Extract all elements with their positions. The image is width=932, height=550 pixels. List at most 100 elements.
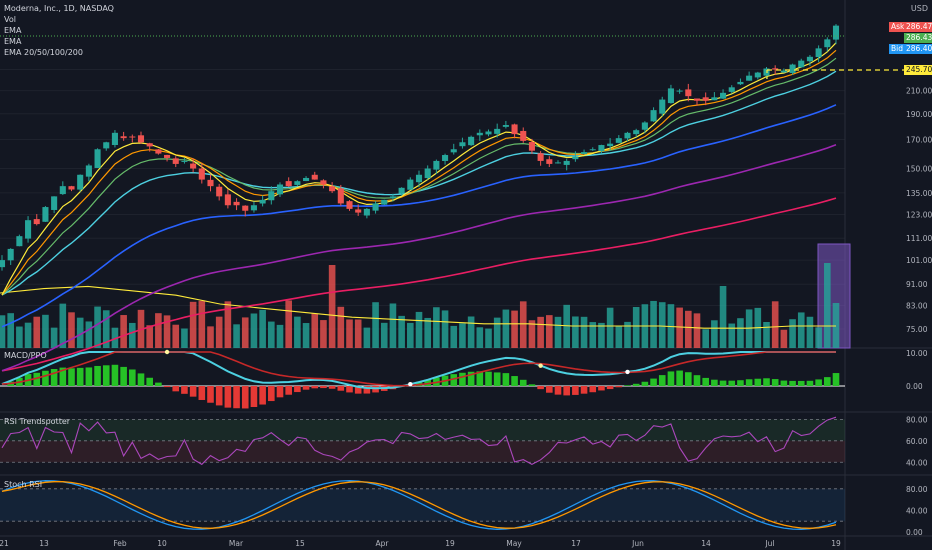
volume-bar [459, 323, 466, 348]
candle-body [0, 260, 6, 268]
macd-histogram-bar [650, 378, 657, 386]
volume-bar [94, 306, 101, 348]
candle-body [581, 152, 588, 154]
macd-histogram-bar [806, 380, 814, 386]
volume-bar [7, 313, 14, 348]
macd-histogram-bar [102, 365, 110, 386]
candle-body [650, 110, 657, 122]
candle-body [459, 142, 466, 147]
volume-bar [711, 320, 718, 348]
macd-crossover-dot [625, 369, 630, 375]
candle-body [85, 165, 92, 177]
volume-bar [580, 316, 588, 348]
price-tick-label: 190.00 [906, 110, 932, 119]
volume-bar [537, 316, 544, 348]
macd-histogram-bar [129, 369, 136, 386]
candle-body [303, 177, 310, 182]
macd-histogram-bar [354, 386, 362, 394]
price-tick-label: 210.00 [906, 87, 932, 96]
macd-histogram-bar [50, 369, 58, 386]
volume-bar [68, 312, 75, 348]
ema-12-line [1, 57, 837, 296]
candle-body [442, 155, 449, 161]
macd-histogram-bar [172, 386, 180, 392]
candle-body [42, 207, 49, 222]
level-value: 245.70 [904, 65, 932, 75]
macd-histogram-bar [241, 386, 249, 409]
candle-body [59, 186, 66, 195]
legend-ema-2[interactable]: EMA [4, 37, 22, 46]
stoch-tick-label: 40.00 [906, 506, 928, 515]
candle-body [355, 209, 362, 213]
volume-bar [233, 324, 240, 348]
candle-body [633, 130, 640, 135]
macd-histogram-bar [111, 364, 119, 386]
macd-histogram-bar [85, 367, 93, 386]
macd-signal-line [1, 351, 836, 387]
rsi-tick-label: 60.00 [906, 437, 928, 446]
volume-bar [728, 323, 736, 348]
volume-bar [320, 320, 327, 348]
candle-body [468, 136, 475, 146]
rsi-line [1, 416, 837, 466]
volume-bar [59, 303, 67, 348]
macd-histogram-bar [771, 379, 779, 386]
candle-body [598, 145, 605, 152]
macd-histogram-bar [42, 370, 49, 386]
volume-bar [181, 328, 188, 348]
macd-histogram-bar [572, 386, 579, 395]
volume-bar [572, 316, 579, 348]
macd-histogram-bar [189, 386, 197, 397]
volume-bar [102, 310, 110, 348]
volume-bar [311, 313, 319, 348]
macd-histogram-bar [120, 366, 127, 386]
candle-body [528, 142, 535, 151]
macd-histogram-bar [294, 386, 301, 393]
legend-volume[interactable]: Vol [4, 15, 16, 24]
candle-body [824, 39, 831, 48]
macd-histogram-bar [693, 375, 701, 386]
volume-bar [241, 317, 249, 348]
volume-bar [450, 325, 458, 348]
macd-histogram-bar [598, 386, 605, 391]
volume-bar [511, 310, 518, 348]
volume-bar [415, 311, 423, 348]
candle-body [155, 149, 162, 154]
macd-histogram-bar [207, 386, 214, 403]
macd-crossover-dot [164, 349, 170, 355]
legend-ema-1[interactable]: EMA [4, 26, 22, 35]
macd-histogram-bar [68, 368, 75, 386]
macd-histogram-bar [424, 379, 431, 386]
candle-body [25, 220, 32, 239]
volume-bar [163, 315, 171, 348]
volume-bar [215, 316, 223, 348]
volume-bar [16, 326, 23, 348]
candle-body [337, 188, 344, 204]
macd-histogram-bar [615, 386, 623, 388]
time-tick-label: 13 [39, 539, 49, 548]
candle-body [68, 186, 75, 190]
volume-bar [0, 315, 6, 348]
macd-histogram-bar [59, 367, 67, 386]
macd-histogram-bar [537, 386, 544, 390]
candle-body [676, 90, 683, 92]
ask-label: Ask [889, 22, 907, 32]
volume-bar [467, 316, 475, 348]
candle-body [320, 180, 327, 185]
candle-body [164, 154, 171, 158]
price-tick-label: 83.00 [906, 302, 928, 311]
volume-bar [198, 300, 206, 348]
candle-body [424, 168, 431, 179]
volume-bar [424, 317, 431, 348]
macd-histogram-bar [459, 372, 466, 386]
time-tick-label: 15 [295, 539, 305, 548]
candle-body [572, 156, 579, 160]
candle-body [129, 136, 136, 138]
candle-body [476, 132, 483, 136]
candle-body [172, 158, 179, 164]
candle-body [554, 162, 562, 164]
legend-ema-ribbon[interactable]: EMA 20/50/100/200 [4, 48, 83, 57]
price-tick-label: 150.00 [906, 165, 932, 174]
